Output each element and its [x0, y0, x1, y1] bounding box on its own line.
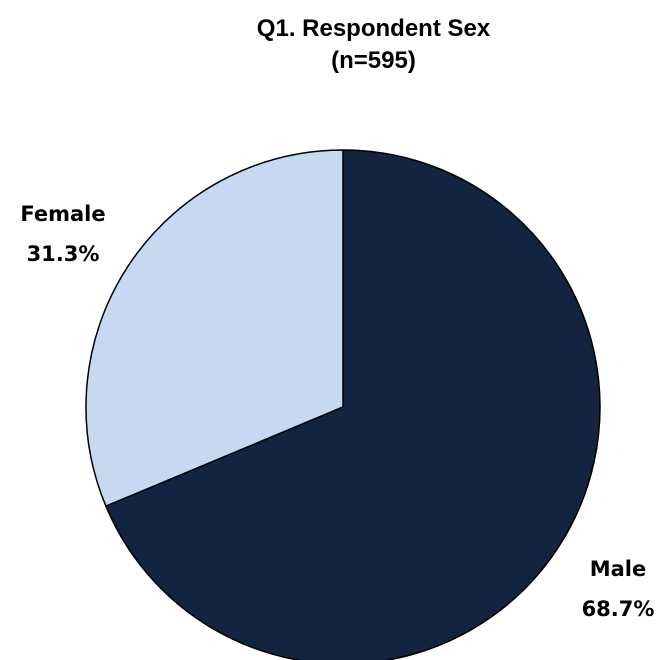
- pie-slice-female: [85, 149, 344, 507]
- slice-label-female: Female: [20, 202, 105, 226]
- pie-labels: Male 68.7% Female 31.3%: [20, 202, 654, 621]
- chart-title: Q1. Respondent Sex: [256, 15, 491, 42]
- chart-subtitle: (n=595): [331, 47, 416, 74]
- pie-slice-male: [105, 149, 601, 660]
- slice-value-female: 31.3%: [27, 242, 100, 266]
- slice-label-male: Male: [590, 557, 647, 581]
- slice-value-male: 68.7%: [582, 597, 655, 621]
- pie-slices: [85, 149, 601, 660]
